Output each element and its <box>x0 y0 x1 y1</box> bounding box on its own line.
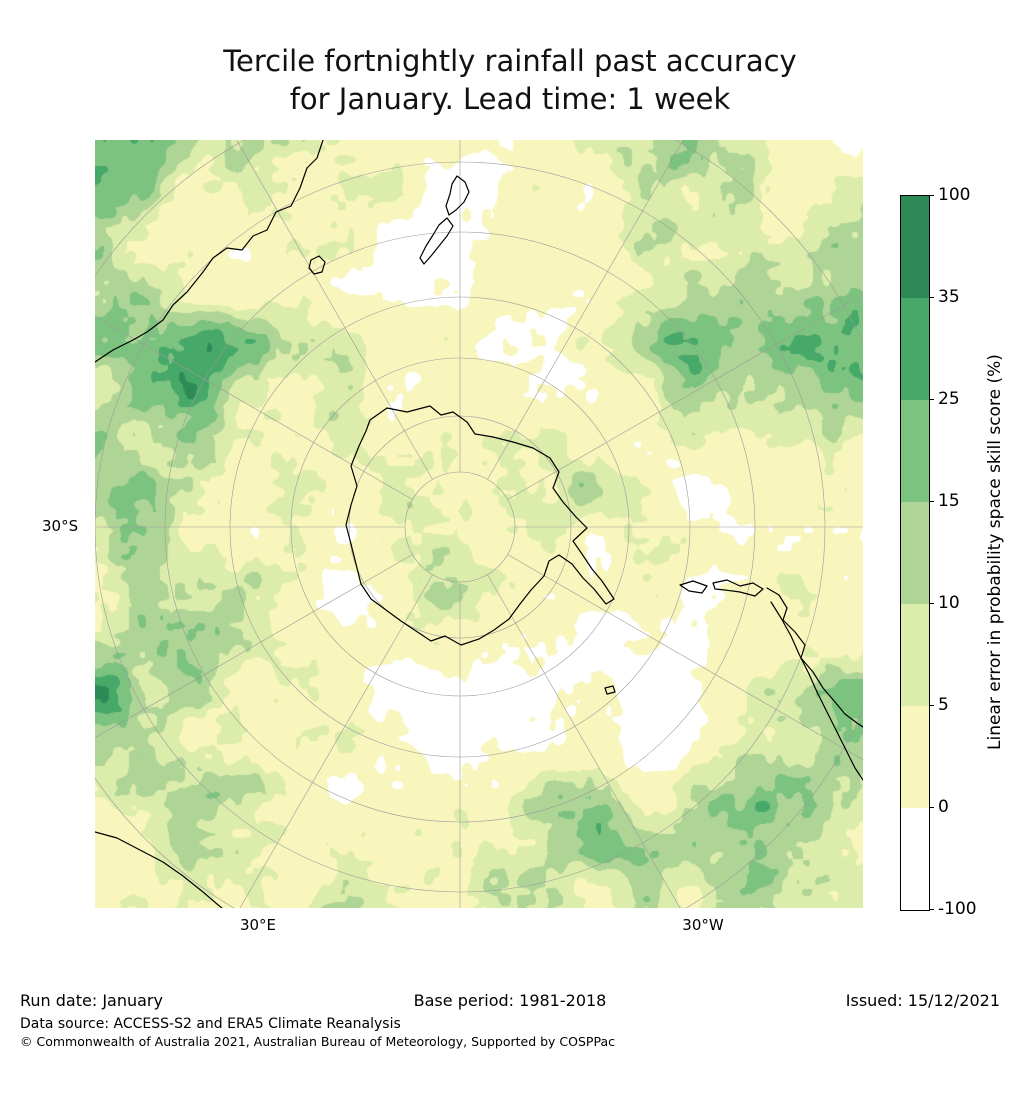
colorbar-segment <box>901 298 929 400</box>
skill-score-map <box>95 140 863 908</box>
colorbar-segment <box>901 604 929 706</box>
colorbar-segment <box>901 400 929 502</box>
lat-label-30s: 30°S <box>42 517 79 535</box>
coastline-australia <box>95 140 324 363</box>
meridian-gridline <box>507 293 863 500</box>
figure-title: Tercile fortnightly rainfall past accura… <box>0 42 1020 118</box>
coastline-tierra-del-fuego-2 <box>712 579 764 597</box>
meridian-gridline <box>95 315 413 500</box>
graticule <box>95 140 863 908</box>
coastline-antarctica <box>345 405 615 646</box>
map-overlay <box>95 140 863 908</box>
meridian-gridline <box>487 574 681 908</box>
colorbar-axis-label: Linear error in probability space skill … <box>985 354 1005 750</box>
skill-score-field-canvas <box>95 140 863 908</box>
colorbar-segment <box>901 706 929 808</box>
coastline-tierra-del-fuego-1 <box>679 580 708 594</box>
colorbar-tick-label: 15 <box>938 491 960 511</box>
colorbar-tick <box>929 297 934 298</box>
copyright-label: © Commonwealth of Australia 2021, Austra… <box>20 1034 615 1049</box>
colorbar-tick <box>929 195 934 196</box>
colorbar-tick <box>929 807 934 808</box>
colorbar <box>900 195 930 911</box>
data-source-label: Data source: ACCESS-S2 and ERA5 Climate … <box>20 1016 401 1032</box>
coastline-south-america-west <box>770 601 863 781</box>
coastline-new-zealand-north <box>445 175 470 216</box>
coastline-tasmania <box>308 255 326 275</box>
colorbar-tick <box>929 399 934 400</box>
run-date-label: Run date: January <box>20 991 163 1010</box>
coastline-new-zealand-south <box>419 217 454 265</box>
lon-label-30e: 30°E <box>239 916 277 934</box>
meridian-gridline <box>507 554 863 761</box>
base-period-label: Base period: 1981-2018 <box>413 991 607 1010</box>
colorbar-segment <box>901 196 929 298</box>
coastline-southern-africa <box>95 831 223 908</box>
issued-label: Issued: 15/12/2021 <box>845 991 1000 1010</box>
colorbar-tick-label: 25 <box>938 389 960 409</box>
meridian-gridline <box>236 140 433 480</box>
lon-label-30w: 30°W <box>682 916 724 934</box>
parallel-gridline <box>404 471 516 583</box>
coastline-falkland-island <box>604 685 616 695</box>
colorbar-tick-label: 10 <box>938 593 960 613</box>
colorbar-tick <box>929 603 934 604</box>
colorbar-tick-label: 35 <box>938 287 960 307</box>
colorbar-tick <box>929 705 934 706</box>
colorbar-segment <box>901 808 929 910</box>
colorbar-ticks: 100 35 25 15 10 5 0 -100 <box>929 185 998 919</box>
colorbar-tick <box>929 501 934 502</box>
figure-title-line2: for January. Lead time: 1 week <box>289 82 731 116</box>
colorbar-tick-label: 5 <box>938 695 949 715</box>
figure-title-line1: Tercile fortnightly rainfall past accura… <box>223 44 797 78</box>
meridian-gridline <box>239 574 433 908</box>
coastline-south-america-east <box>766 587 863 728</box>
colorbar-tick-label: -100 <box>938 899 977 919</box>
colorbar-tick-label: 100 <box>938 185 971 205</box>
colorbar-tick <box>929 909 934 910</box>
meridian-gridline <box>95 554 413 739</box>
meridian-gridline <box>487 140 684 480</box>
coastlines <box>95 140 863 908</box>
colorbar-segment <box>901 502 929 604</box>
colorbar-tick-label: 0 <box>938 797 949 817</box>
